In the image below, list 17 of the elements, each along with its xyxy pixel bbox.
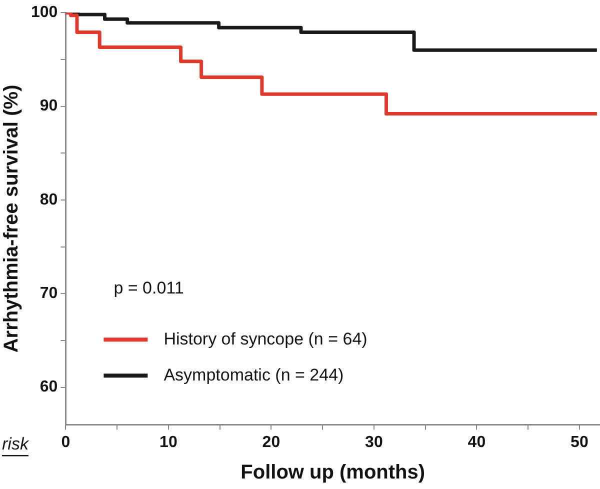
y-tick-label: 100 (30, 4, 58, 22)
x-tick-label: 30 (365, 434, 383, 451)
y-tick-label: 90 (40, 98, 58, 115)
legend-label: History of syncope (n = 64) (164, 329, 368, 348)
annotation: p = 0.011 (114, 278, 184, 298)
x-tick-label: 20 (262, 434, 280, 451)
y-tick-label: 80 (40, 191, 58, 208)
text: risk (2, 434, 30, 454)
y-axis-title: Arrhythmia-free survival (%) (0, 84, 23, 353)
legend-label: Asymptomatic (n = 244) (164, 365, 344, 384)
y-tick-label: 60 (40, 378, 58, 396)
x-tick-label: 40 (468, 434, 486, 451)
x-tick-label: 50 (570, 434, 588, 451)
y-tick-label: 70 (40, 285, 58, 302)
x-tick-label: 0 (61, 434, 70, 451)
x-tick-label: 10 (160, 434, 178, 451)
x-axis-title: Follow up (months) (240, 462, 426, 484)
